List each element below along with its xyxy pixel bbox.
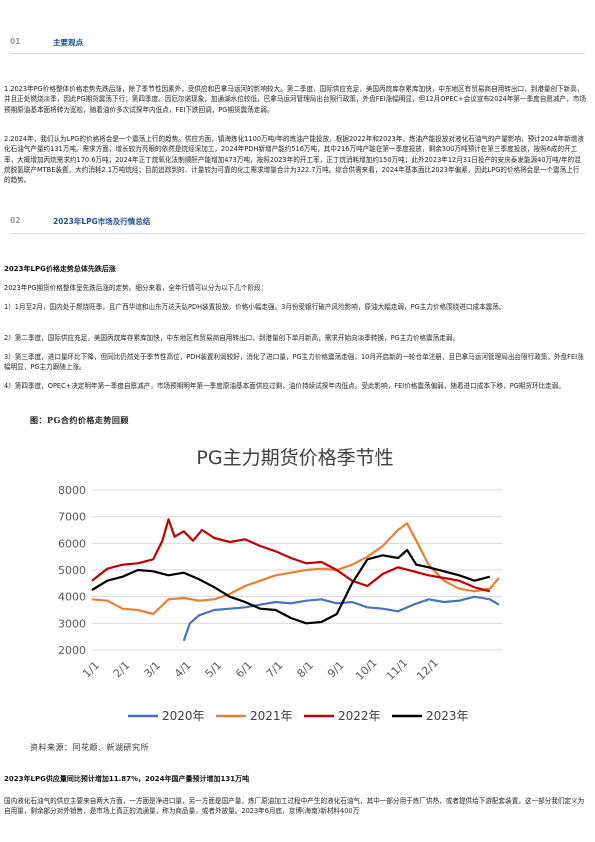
paragraph: 国内液化石油气的供应主要来自两大方面，一方面是净进口量，另一方面是国产量，炼厂原… [4,797,585,816]
legend-label: 2021年 [250,709,293,723]
section-title: 2023年LPG市场及行情总结 [53,217,151,226]
subheading: 2023年LPG价格走势总体先跌后涨 [4,265,116,273]
section-number: 01 [10,37,21,46]
x-tick-label: 1/1 [80,659,102,681]
y-tick-label: 5000 [58,564,86,577]
paragraph: 2023年PG期货价格整体呈先跌后涨的走势。细分来看，全年行情可以分为以下几个阶… [4,284,268,292]
y-tick-label: 2000 [58,644,86,657]
y-tick-label: 6000 [58,537,86,550]
x-tick-label: 4/1 [172,659,194,681]
y-tick-label: 4000 [58,591,86,604]
x-tick-label: 10/1 [353,656,380,683]
series-line [91,548,491,625]
figure-caption: 图：PG合约价格走势回顾 [30,415,129,425]
y-tick-label: 7000 [58,511,86,524]
paragraph-stage-2: 2）第二季度，国际供应充足，美国丙烷库存累库加快，中东地区有贸易商自用转出口，到… [4,334,460,342]
series-line [91,518,491,593]
section-title: 主要观点 [53,38,83,47]
series-line [91,522,500,616]
x-tick-label: 6/1 [233,659,255,681]
section-divider [10,53,585,54]
figure-source: 资料来源：同花顺、新湖研究所 [30,743,149,752]
x-tick-label: 11/1 [384,656,411,683]
legend-label: 2023年 [426,709,469,723]
x-tick-label: 12/1 [414,656,441,683]
chart-title: PG主力期货价格季节性 [196,447,393,469]
subheading: 2023年LPG供应量同比预计增加11.87%，2024年国产量预计增加131万… [4,775,250,783]
x-tick-label: 9/1 [325,659,347,681]
paragraph-stage-1: 1）1月至2月，国内处于燃烧旺季，且广西华谊和山东万达天弘PDH装置投放，价格小… [4,303,506,311]
series-line [182,595,500,642]
paragraph-summary-1: 1.2023年PG价格整体价格走势先跌后涨，除了季节性因素外，受供应和巴拿马运河… [4,85,586,114]
paragraph-stage-4: 4）第四季度，OPEC+决定明年第一季度自愿减产，市场预期明年第一季度原油基本面… [4,382,565,390]
x-tick-label: 3/1 [141,659,163,681]
x-tick-label: 7/1 [264,659,286,681]
paragraph-summary-2: 2.2024年，我们认为LPG的价格将会是一个震荡上行的趋势。供应方面，镇海炼化… [4,135,584,185]
y-tick-label: 3000 [58,617,86,630]
legend-label: 2020年 [162,709,205,723]
section-number: 02 [10,216,21,225]
seasonality-line-chart: PG主力期货价格季节性 2000 3000 4000 5000 6000 7000 8000… [58,447,502,723]
paragraph-stage-3: 3）第三季度，进口量环比下降，但同比仍然处于季节性高位，PDH装置利润较好，消化… [4,353,584,372]
legend-label: 2022年 [338,709,381,723]
x-tick-label: 5/1 [203,659,225,681]
section-divider [10,233,585,234]
x-tick-label: 2/1 [111,659,133,681]
y-tick-label: 8000 [58,484,86,497]
x-tick-label: 8/1 [294,659,316,681]
